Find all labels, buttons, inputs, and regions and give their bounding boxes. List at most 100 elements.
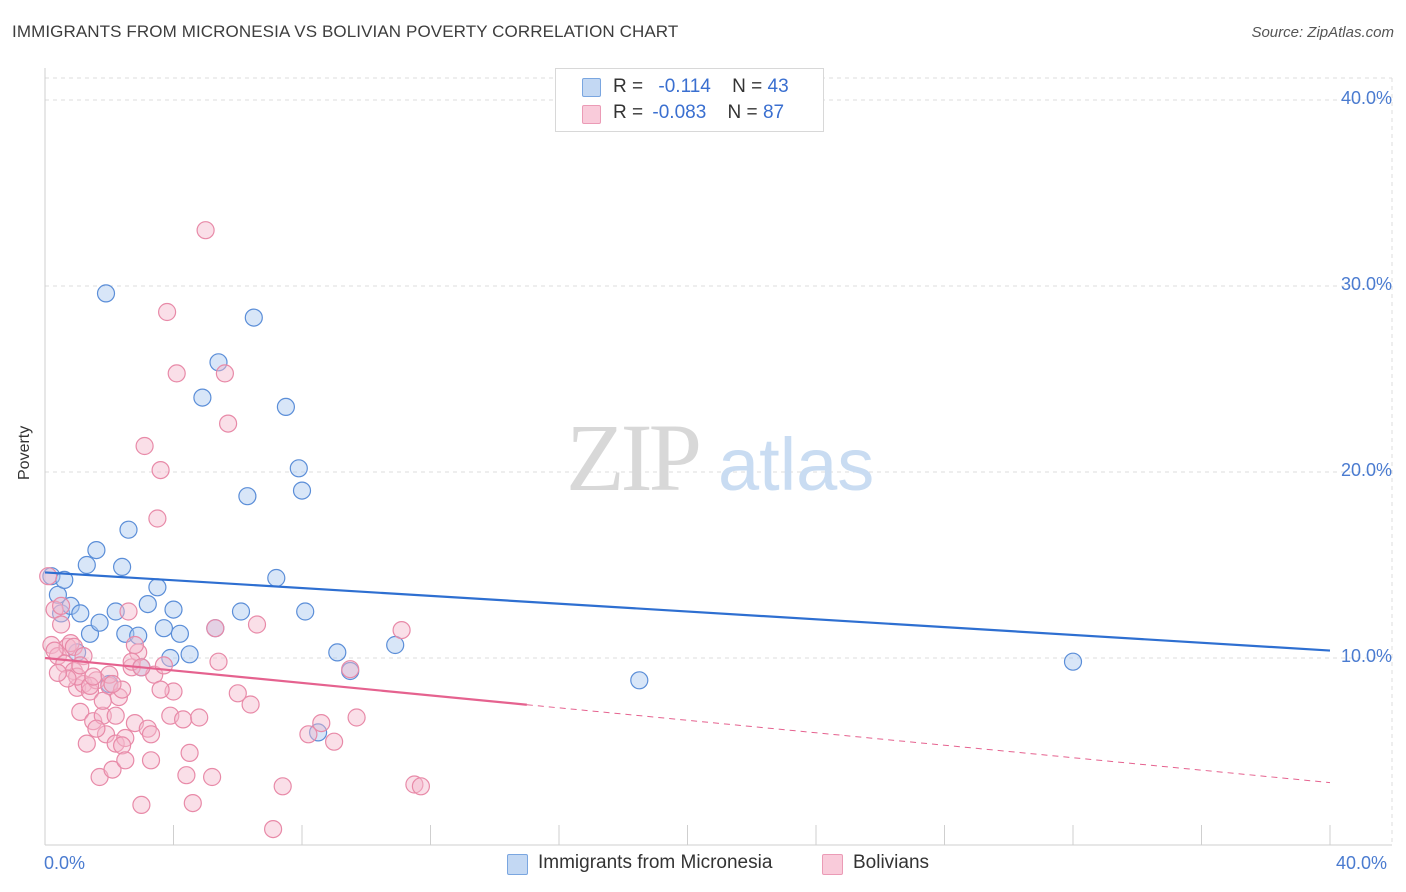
point-bolivians xyxy=(93,691,112,710)
point-bolivians xyxy=(196,221,215,240)
point-bolivians xyxy=(411,777,430,796)
point-micronesia xyxy=(119,520,138,539)
point-bolivians xyxy=(80,682,100,701)
bottom-legend-bolivians: Bolivians xyxy=(853,852,930,873)
legend-swatch-bolivians xyxy=(582,105,601,124)
legend-row-bolivians: R = -0.083 N = 87 xyxy=(613,102,784,124)
stats-legend: R = -0.114 N = 43 R = -0.083 N = 87 xyxy=(555,68,824,132)
trend-line-bolivians-solid xyxy=(44,656,527,706)
watermark-atlas: atlas xyxy=(718,423,874,506)
point-bolivians xyxy=(167,364,186,383)
trend-line-micronesia xyxy=(44,571,1331,652)
point-bolivians xyxy=(241,695,260,714)
y-tick-label: 40.0% xyxy=(1340,88,1392,108)
point-bolivians xyxy=(141,751,161,770)
point-micronesia xyxy=(244,308,263,327)
point-bolivians xyxy=(119,602,138,621)
point-bolivians xyxy=(341,660,360,679)
point-micronesia xyxy=(193,388,212,407)
point-micronesia xyxy=(71,604,90,623)
point-micronesia xyxy=(209,353,228,372)
point-bolivians xyxy=(151,680,170,699)
point-bolivians xyxy=(312,713,331,733)
point-bolivians xyxy=(103,674,122,694)
point-micronesia xyxy=(328,643,347,662)
point-bolivians xyxy=(135,436,154,456)
point-micronesia xyxy=(289,459,308,478)
point-bolivians xyxy=(116,751,135,770)
axes xyxy=(44,68,1392,846)
point-micronesia xyxy=(292,481,312,500)
point-micronesia xyxy=(1063,652,1083,671)
point-bolivians xyxy=(112,680,132,699)
point-micronesia xyxy=(276,397,295,416)
point-micronesia xyxy=(138,594,157,614)
point-bolivians xyxy=(71,656,90,675)
point-micronesia xyxy=(231,602,251,621)
point-bolivians xyxy=(132,795,151,815)
point-bolivians xyxy=(84,667,103,686)
point-bolivians xyxy=(347,708,366,727)
point-bolivians xyxy=(96,725,116,744)
point-micronesia xyxy=(630,671,649,690)
point-bolivians xyxy=(51,596,71,616)
point-bolivians xyxy=(42,635,61,655)
point-bolivians xyxy=(138,719,157,738)
point-bolivians xyxy=(183,793,202,813)
point-bolivians xyxy=(158,302,177,322)
point-bolivians xyxy=(209,652,228,671)
point-bolivians xyxy=(215,364,234,383)
point-bolivians xyxy=(77,734,96,753)
point-bolivians xyxy=(154,656,173,675)
r-label: R = xyxy=(613,76,644,97)
point-micronesia xyxy=(106,602,125,621)
data-points xyxy=(39,221,1083,839)
point-bolivians xyxy=(64,637,84,656)
legend-swatch-micronesia xyxy=(582,78,601,97)
watermark-zip: ZIP xyxy=(566,404,699,511)
point-micronesia xyxy=(112,557,132,577)
point-bolivians xyxy=(39,567,58,586)
point-micronesia xyxy=(164,600,183,619)
point-bolivians xyxy=(125,635,144,655)
x-tick-min: 0.0% xyxy=(44,853,86,873)
point-micronesia xyxy=(267,568,286,588)
point-bolivians xyxy=(190,708,209,727)
point-micronesia xyxy=(90,613,109,632)
point-micronesia xyxy=(154,619,173,638)
y-tick-label: 20.0% xyxy=(1340,460,1392,480)
point-bolivians xyxy=(112,736,132,755)
legend-row-micronesia: R = -0.114 N = 43 xyxy=(613,76,789,98)
point-micronesia xyxy=(170,624,189,643)
bottom-legend-micronesia: Immigrants from Micronesia xyxy=(538,852,773,873)
bottom-legend-swatch-micronesia xyxy=(507,854,528,875)
point-bolivians xyxy=(174,710,193,729)
point-bolivians xyxy=(148,509,167,528)
point-bolivians xyxy=(151,461,170,480)
n-value: 43 xyxy=(767,76,789,97)
point-bolivians xyxy=(228,684,247,703)
point-bolivians xyxy=(180,743,199,763)
point-bolivians xyxy=(141,725,161,744)
point-micronesia xyxy=(238,487,257,506)
watermark: ZIP atlas xyxy=(566,404,874,511)
point-bolivians xyxy=(48,663,68,683)
n-label: N = xyxy=(727,102,758,123)
r-value: -0.083 xyxy=(652,102,707,123)
point-micronesia xyxy=(96,284,116,303)
y-tick-label: 10.0% xyxy=(1340,646,1392,666)
x-tick-max: 40.0% xyxy=(1336,853,1388,873)
point-micronesia xyxy=(77,555,96,575)
point-micronesia xyxy=(296,602,315,621)
n-label: N = xyxy=(732,76,763,97)
point-bolivians xyxy=(206,619,225,638)
point-bolivians xyxy=(177,766,196,785)
point-bolivians xyxy=(51,615,71,634)
point-bolivians xyxy=(247,615,267,634)
point-bolivians xyxy=(273,777,292,796)
chart-source: Source: ZipAtlas.com xyxy=(1251,24,1394,41)
point-micronesia xyxy=(180,645,199,664)
trend-line-bolivians-dashed xyxy=(526,704,1331,784)
point-bolivians xyxy=(264,819,283,839)
